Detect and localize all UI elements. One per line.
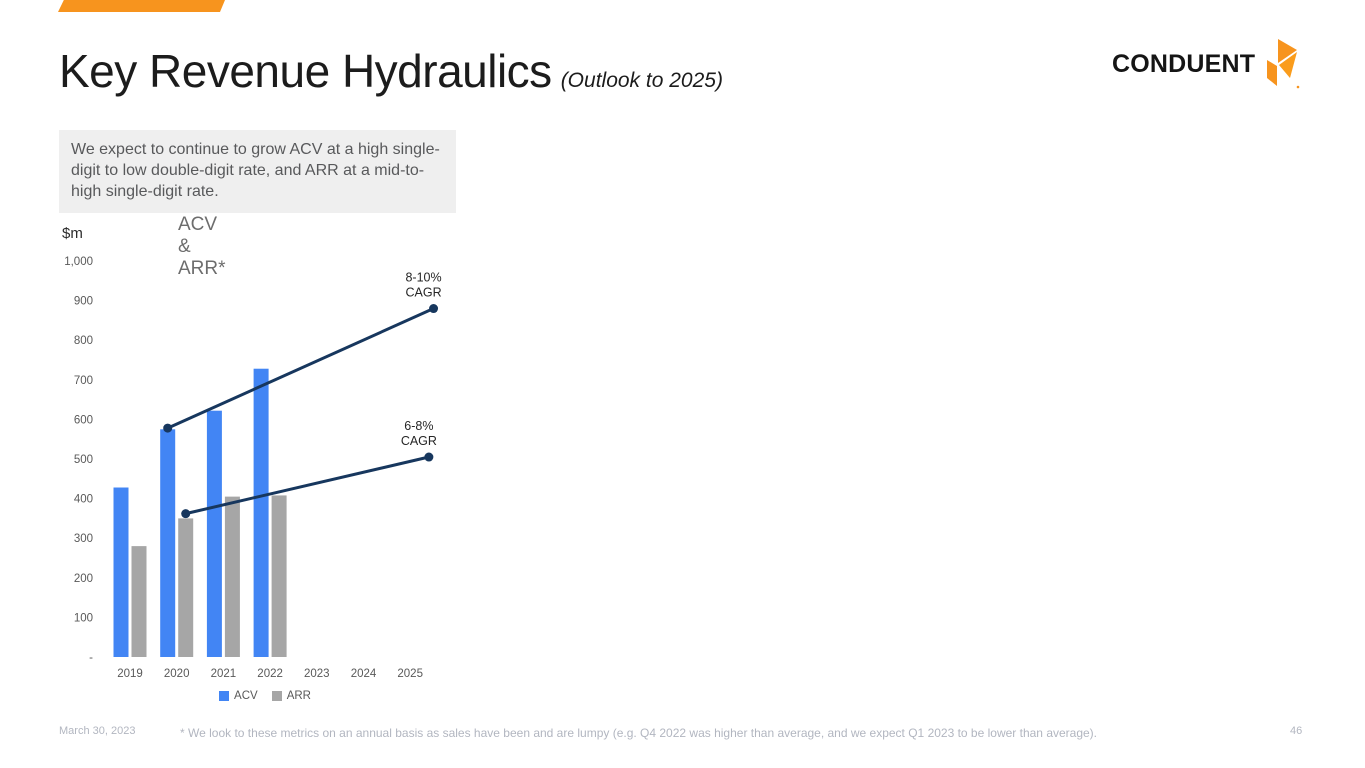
svg-text:500: 500 bbox=[74, 454, 93, 466]
conduent-logo-mark bbox=[1267, 39, 1300, 89]
svg-text:400: 400 bbox=[74, 494, 93, 506]
conduent-logo-text: CONDUENT bbox=[1112, 50, 1256, 78]
svg-text:2021: 2021 bbox=[211, 668, 237, 680]
svg-text:2025: 2025 bbox=[397, 668, 423, 680]
svg-text:CAGR: CAGR bbox=[401, 434, 437, 448]
legend-label-arr: ARR bbox=[286, 690, 311, 702]
legend-label-acv: ACV bbox=[234, 690, 258, 702]
svg-text:300: 300 bbox=[74, 533, 93, 545]
page-title: Key Revenue Hydraulics (Outlook to 2025) bbox=[59, 44, 723, 98]
svg-text:8-10%: 8-10% bbox=[405, 271, 441, 285]
svg-text:6-8%: 6-8% bbox=[404, 419, 433, 433]
acv-arr-chart-plot: 1,000 900 800 700 600 500 400 300 200 100 - 2019 202… bbox=[64, 256, 441, 680]
slide-subtitle: (Outlook to 2025) bbox=[560, 69, 723, 92]
svg-text:-: - bbox=[89, 652, 93, 664]
svg-text:1,000: 1,000 bbox=[64, 256, 93, 268]
chart-title: ACV & ARR* bbox=[178, 214, 226, 279]
legend-item-arr: ARR bbox=[271, 690, 311, 702]
svg-text:2020: 2020 bbox=[164, 668, 190, 680]
footer-date: March 30, 2023 bbox=[59, 725, 136, 737]
svg-text:2023: 2023 bbox=[304, 668, 330, 680]
legend-swatch-acv bbox=[219, 691, 230, 701]
callout-text: We expect to continue to grow ACV at a h… bbox=[71, 141, 440, 201]
svg-text:CAGR: CAGR bbox=[405, 286, 441, 300]
top-accent-bar bbox=[58, 0, 225, 12]
svg-text:100: 100 bbox=[74, 612, 93, 624]
slide-title: Key Revenue Hydraulics bbox=[59, 45, 552, 97]
svg-text:900: 900 bbox=[74, 296, 93, 308]
y-axis-unit-label: $m bbox=[62, 225, 83, 242]
footnote: * We look to these metrics on an annual … bbox=[180, 726, 1098, 740]
svg-text:700: 700 bbox=[74, 375, 93, 387]
page-number: 46 bbox=[1290, 725, 1303, 737]
svg-text:2022: 2022 bbox=[257, 668, 283, 680]
svg-text:2019: 2019 bbox=[117, 668, 143, 680]
svg-text:600: 600 bbox=[74, 414, 93, 426]
legend-item-acv: ACV bbox=[219, 690, 258, 702]
conduent-logo: CONDUENT bbox=[1112, 38, 1300, 90]
legend-swatch-arr bbox=[271, 691, 282, 701]
svg-text:800: 800 bbox=[74, 335, 93, 347]
svg-text:200: 200 bbox=[74, 573, 93, 585]
chart-legend: ACV ARR bbox=[60, 690, 470, 702]
svg-text:2024: 2024 bbox=[351, 668, 377, 680]
callout-box: We expect to continue to grow ACV at a h… bbox=[59, 130, 456, 214]
